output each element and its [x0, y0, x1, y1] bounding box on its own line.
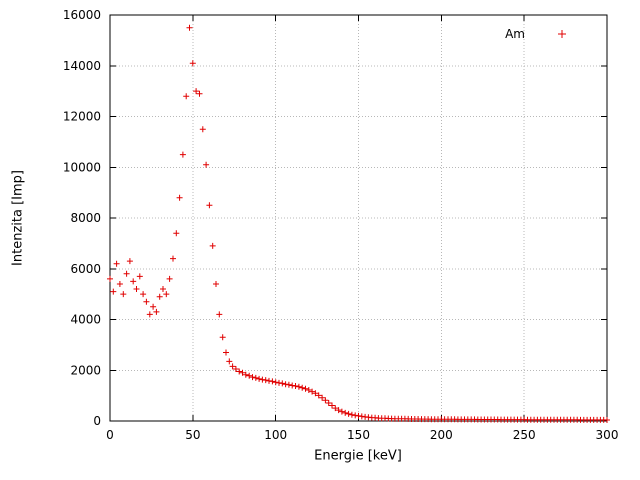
x-tick-label: 100 [264, 428, 287, 442]
x-tick-label: 0 [106, 428, 114, 442]
x-axis-title: Energie [keV] [314, 448, 402, 464]
y-tick-label: 2000 [70, 363, 101, 377]
x-tick-label: 250 [513, 428, 536, 442]
y-tick-label: 4000 [70, 313, 101, 327]
legend-marker-icon [558, 30, 566, 38]
y-tick-label: 8000 [70, 211, 101, 225]
y-axis-title: Intenzita [Imp] [10, 170, 26, 266]
y-tick-label: 14000 [63, 59, 101, 73]
x-tick-label: 200 [430, 428, 453, 442]
x-tick-label: 150 [347, 428, 370, 442]
y-tick-label: 6000 [70, 262, 101, 276]
x-tick-label: 50 [185, 428, 200, 442]
y-tick-label: 0 [93, 414, 101, 428]
legend-label: Am [505, 27, 525, 41]
y-tick-label: 10000 [63, 160, 101, 174]
data-points-series-am [107, 24, 610, 423]
y-tick-label: 12000 [63, 110, 101, 124]
x-tick-label: 300 [596, 428, 619, 442]
y-tick-label: 16000 [63, 8, 101, 22]
